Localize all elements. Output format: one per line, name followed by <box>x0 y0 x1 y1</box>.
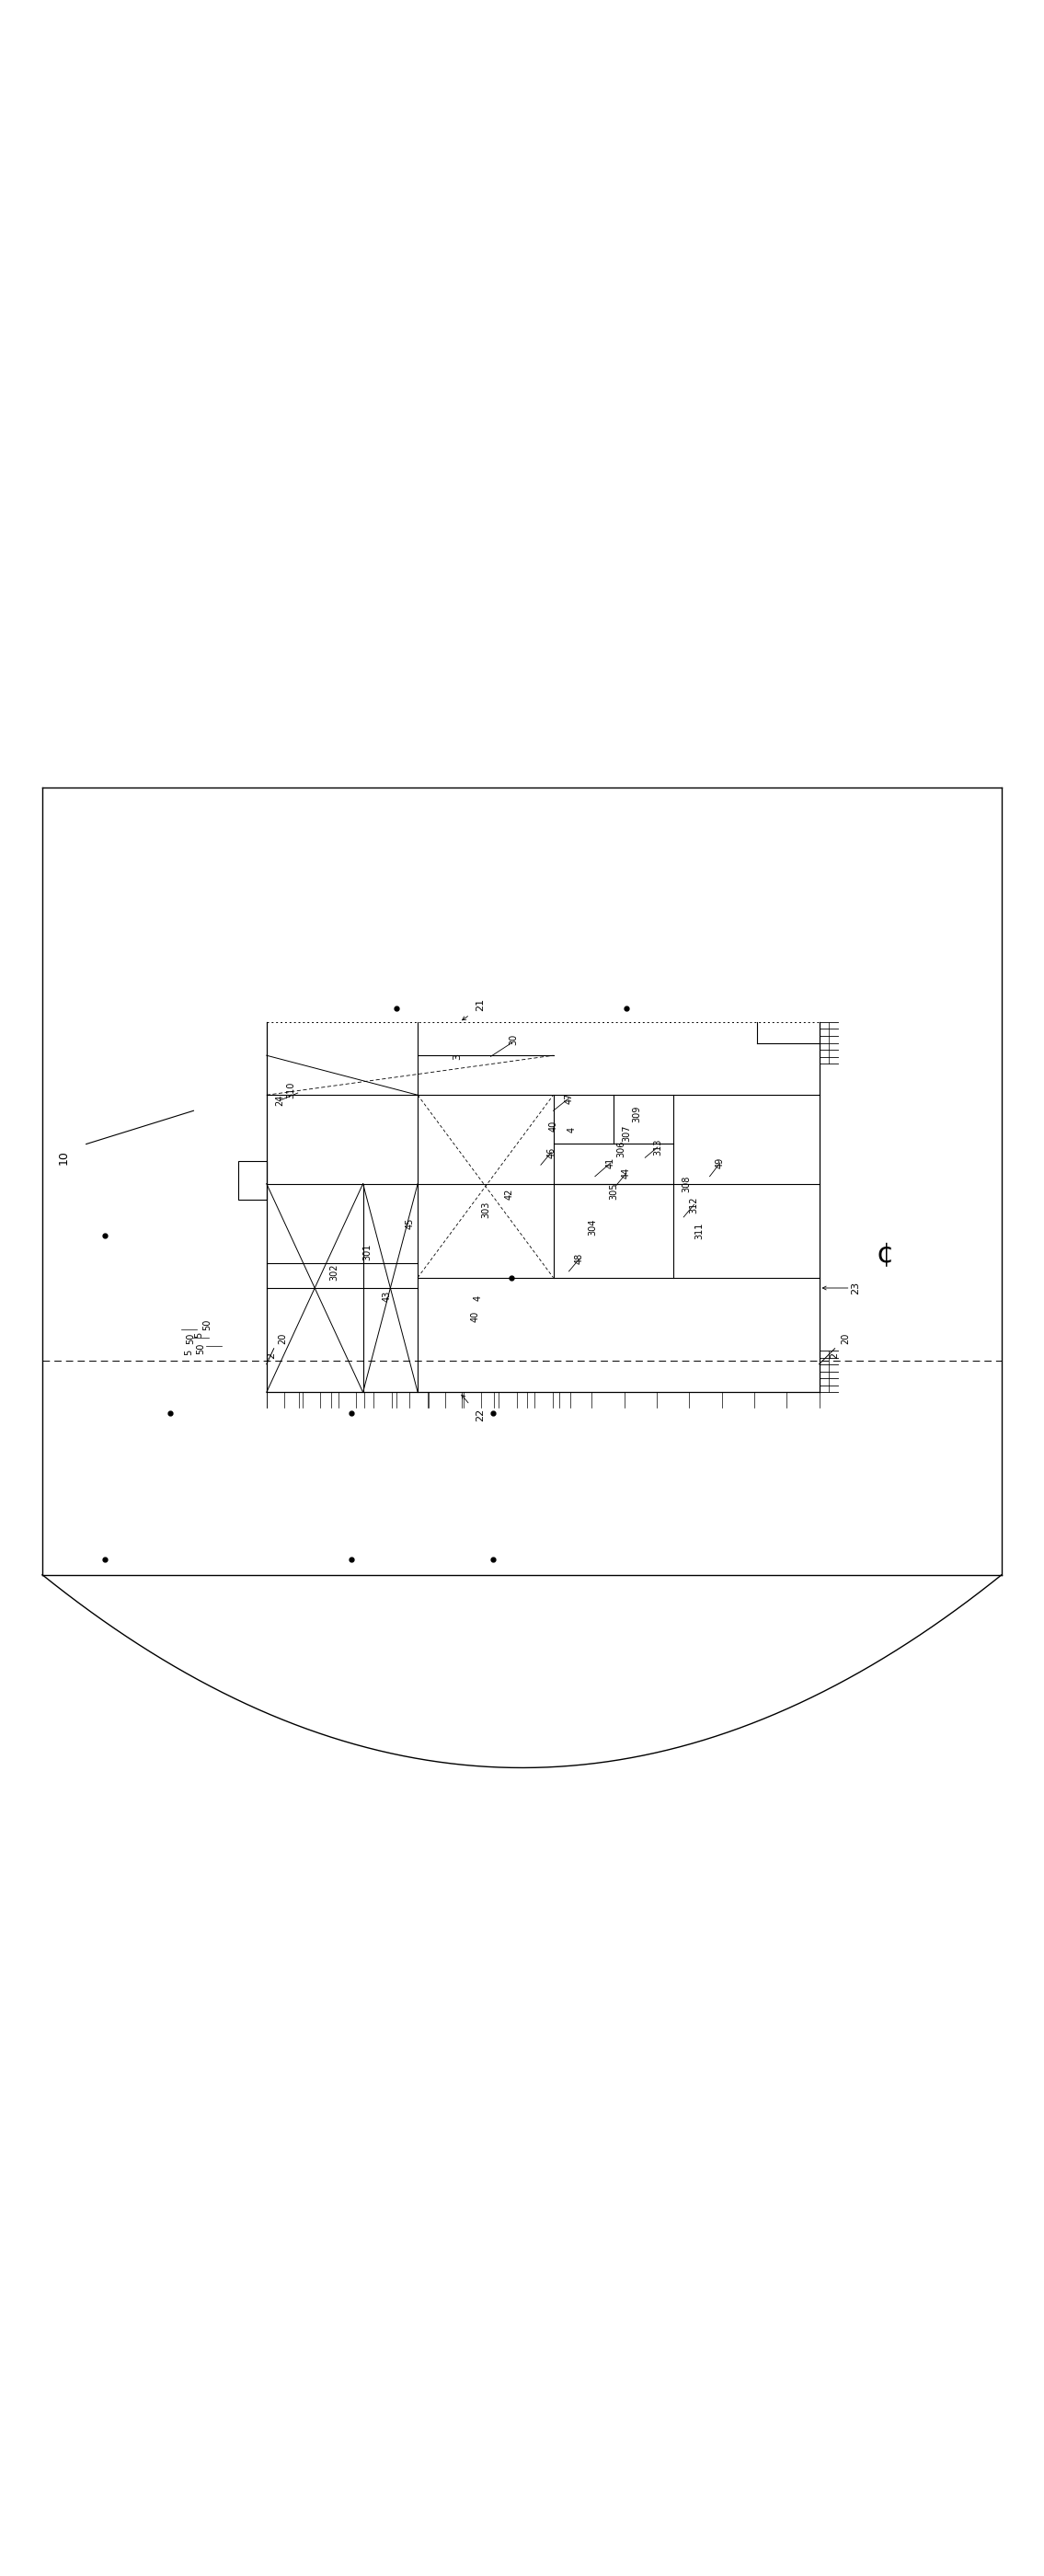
Text: 4: 4 <box>568 1126 576 1133</box>
Text: 310: 310 <box>286 1082 295 1097</box>
Text: 50: 50 <box>186 1332 195 1345</box>
Text: 301: 301 <box>363 1244 373 1260</box>
Text: ¢: ¢ <box>876 1242 894 1267</box>
Text: 20: 20 <box>840 1332 850 1345</box>
Text: 311: 311 <box>694 1221 704 1239</box>
Text: 305: 305 <box>609 1182 618 1200</box>
Text: 42: 42 <box>505 1188 514 1200</box>
Text: 50: 50 <box>196 1342 206 1355</box>
Text: 303: 303 <box>481 1200 490 1218</box>
Text: 21: 21 <box>476 997 484 1010</box>
Text: 49: 49 <box>715 1157 725 1170</box>
Text: 46: 46 <box>547 1146 555 1159</box>
Text: 304: 304 <box>589 1218 597 1236</box>
Text: 3: 3 <box>453 1054 461 1059</box>
Text: 50: 50 <box>203 1319 212 1329</box>
Text: 4: 4 <box>474 1296 482 1301</box>
Bar <box>238 1162 266 1200</box>
Text: 40: 40 <box>471 1311 479 1321</box>
Text: 47: 47 <box>565 1092 573 1105</box>
Text: 41: 41 <box>606 1157 615 1170</box>
Text: 48: 48 <box>575 1252 584 1265</box>
Text: 24: 24 <box>276 1095 285 1105</box>
Text: 5: 5 <box>194 1332 204 1337</box>
Text: 45: 45 <box>405 1218 414 1229</box>
Text: 2: 2 <box>830 1352 839 1360</box>
Text: 30: 30 <box>509 1033 518 1046</box>
Text: 22: 22 <box>476 1409 484 1422</box>
Text: 20: 20 <box>278 1332 287 1345</box>
Text: 44: 44 <box>621 1167 631 1180</box>
Text: 2: 2 <box>267 1352 277 1360</box>
Text: 308: 308 <box>682 1175 691 1193</box>
Text: 5: 5 <box>184 1350 193 1355</box>
Text: 40: 40 <box>549 1121 557 1131</box>
Text: 312: 312 <box>689 1195 698 1213</box>
Text: 10: 10 <box>57 1151 69 1164</box>
Text: 302: 302 <box>330 1265 339 1280</box>
Text: 313: 313 <box>652 1139 662 1157</box>
Text: 309: 309 <box>632 1105 641 1123</box>
Text: 307: 307 <box>621 1126 631 1141</box>
Text: 23: 23 <box>851 1280 860 1296</box>
Text: 306: 306 <box>616 1141 625 1157</box>
Text: 43: 43 <box>382 1291 392 1301</box>
